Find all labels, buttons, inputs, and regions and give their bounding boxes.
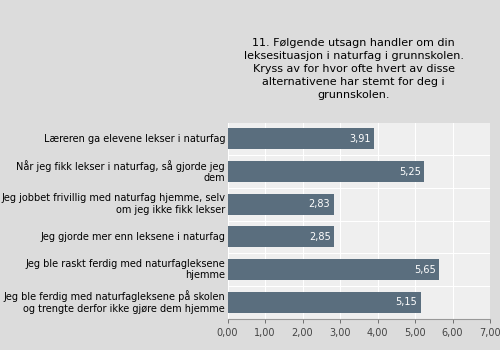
- Text: 2,83: 2,83: [308, 199, 330, 209]
- Text: Når jeg fikk lekser i naturfag, så gjorde jeg
dem: Når jeg fikk lekser i naturfag, så gjord…: [16, 160, 225, 183]
- Bar: [228, 259, 440, 280]
- Text: 2,85: 2,85: [309, 232, 330, 242]
- Text: Jeg ble ferdig med naturfagleksene på skolen
og trengte derfor ikke gjøre dem hj: Jeg ble ferdig med naturfagleksene på sk…: [4, 290, 225, 314]
- Bar: [228, 226, 334, 247]
- Bar: [228, 128, 374, 149]
- Text: Læreren ga elevene lekser i naturfag: Læreren ga elevene lekser i naturfag: [44, 134, 225, 144]
- Text: 5,65: 5,65: [414, 265, 436, 274]
- Text: 5,15: 5,15: [395, 297, 417, 307]
- Bar: [228, 194, 334, 215]
- Text: 11. Følgende utsagn handler om din
leksesituasjon i naturfag i grunnskolen.
Krys: 11. Følgende utsagn handler om din lekse…: [244, 37, 464, 100]
- Text: 3,91: 3,91: [349, 134, 370, 144]
- Text: Jeg jobbet frivillig med naturfag hjemme, selv
om jeg ikke fikk lekser: Jeg jobbet frivillig med naturfag hjemme…: [1, 193, 225, 215]
- Text: 5,25: 5,25: [399, 167, 420, 176]
- Text: Jeg gjorde mer enn leksene i naturfag: Jeg gjorde mer enn leksene i naturfag: [40, 232, 225, 242]
- Bar: [228, 292, 420, 313]
- Bar: [228, 161, 424, 182]
- Text: Jeg ble raskt ferdig med naturfagleksene
hjemme: Jeg ble raskt ferdig med naturfagleksene…: [25, 259, 225, 280]
